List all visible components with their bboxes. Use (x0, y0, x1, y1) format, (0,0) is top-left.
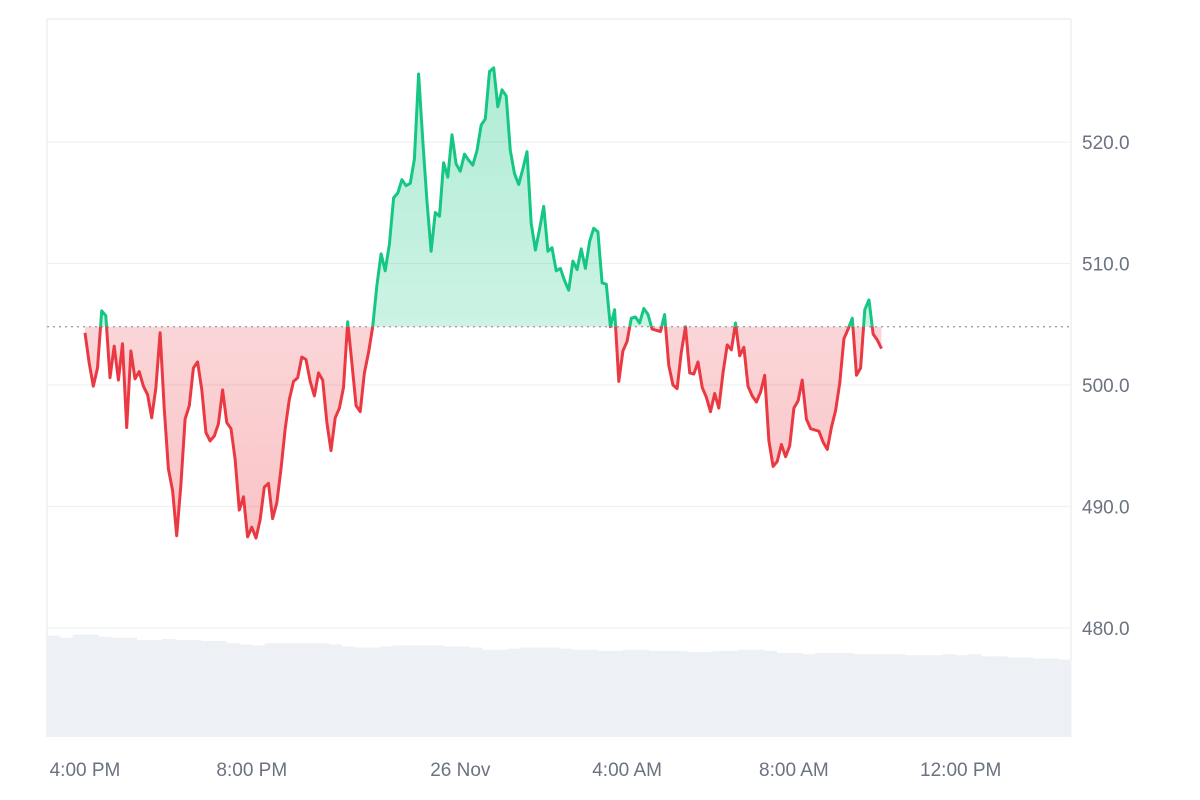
x-tick-label: 4:00 PM (50, 760, 121, 781)
volume-bar (533, 647, 547, 737)
volume-bar (341, 646, 355, 737)
volume-bar (789, 653, 803, 737)
volume-bar (136, 639, 150, 737)
volume-bar (1045, 658, 1059, 737)
volume-bar (866, 654, 880, 737)
volume-bar (469, 647, 483, 737)
area-above-baseline (100, 67, 873, 327)
volume-bar (392, 645, 406, 737)
volume-bar (431, 645, 445, 737)
volume-bar (495, 649, 509, 737)
volume-bar (968, 654, 982, 737)
volume-bar (59, 637, 74, 737)
volume-bar (687, 651, 701, 737)
volume-bar (917, 655, 931, 737)
volume-bar (546, 647, 560, 737)
volume-bar (635, 649, 650, 737)
volume-bar (904, 655, 918, 737)
volume-bar (72, 634, 86, 737)
volume-bar (418, 645, 432, 737)
volume-bar (354, 647, 368, 737)
volume-bar (456, 646, 470, 737)
volume-bar (264, 643, 278, 737)
volume-bar (187, 639, 202, 737)
volume-bar (725, 650, 739, 737)
volume-bar (443, 646, 458, 737)
volume-bar (853, 654, 867, 737)
volume-bar (303, 643, 317, 737)
x-tick-label: 8:00 AM (759, 760, 829, 781)
y-tick-label: 510.0 (1082, 255, 1130, 276)
volume-bar (85, 634, 99, 737)
volume-bar (879, 654, 893, 737)
volume-bar (943, 654, 957, 737)
volume-bar (623, 649, 637, 737)
volume-bar (290, 643, 304, 737)
volume-bar (674, 650, 688, 737)
volume-bar (149, 639, 163, 737)
volume-bar (1019, 657, 1034, 737)
volume-bar (175, 639, 189, 737)
volume-bar (751, 649, 765, 737)
volume-bar (559, 648, 573, 737)
volume-bar (405, 645, 419, 737)
volume-bar (763, 650, 778, 737)
price-line-up (99, 66, 874, 327)
volume-bar (98, 636, 112, 737)
volume-bar (712, 650, 726, 737)
volume-bar (699, 651, 714, 737)
volume-bar (520, 647, 534, 737)
volume-bar (47, 635, 61, 737)
volume-bar (571, 649, 586, 737)
volume-bar (162, 638, 176, 737)
volume-bar (891, 654, 906, 737)
volume-bar (226, 643, 240, 737)
x-tick-label: 12:00 PM (920, 760, 1001, 781)
volume-bar (840, 653, 854, 737)
volume-bar (648, 650, 662, 737)
volume-bar (815, 653, 829, 737)
volume-bar (111, 637, 125, 737)
x-tick-label: 4:00 AM (592, 760, 662, 781)
volume-bar (213, 641, 227, 737)
volume-bar (1032, 658, 1046, 737)
y-tick-label: 490.0 (1082, 498, 1130, 519)
volume-bar (507, 648, 522, 737)
y-tick-label: 500.0 (1082, 376, 1130, 397)
area-below-baseline (85, 326, 882, 539)
volume-bar (827, 653, 842, 737)
volume-bar (930, 655, 944, 737)
volume-bar (955, 655, 970, 737)
volume-bar (1058, 659, 1072, 737)
x-tick-label: 8:00 PM (216, 760, 287, 781)
volume-bar (584, 649, 598, 737)
x-tick-label: 26 Nov (430, 760, 491, 781)
volume-bar (315, 643, 330, 737)
volume-bar (610, 650, 624, 737)
y-tick-label: 520.0 (1082, 133, 1130, 154)
volume-bar (367, 647, 381, 737)
volume-bar (776, 653, 790, 737)
volume-bar (482, 649, 496, 737)
volume-bar (328, 644, 342, 737)
volume-bar (802, 654, 816, 737)
volume-bar (981, 656, 995, 737)
volume-bar (239, 644, 253, 737)
volume-bar (1007, 657, 1021, 737)
volume-bar (661, 650, 675, 737)
volume-bar (994, 656, 1008, 737)
volume-bar (597, 650, 611, 737)
volume-bar (251, 645, 266, 737)
volume-bar (277, 643, 291, 737)
volume-bar (738, 649, 752, 737)
y-tick-label: 480.0 (1082, 619, 1130, 640)
volume-bar (123, 637, 138, 737)
volume-bar (379, 646, 394, 737)
price-line-down (83, 326, 883, 540)
volume-bar (200, 641, 214, 737)
